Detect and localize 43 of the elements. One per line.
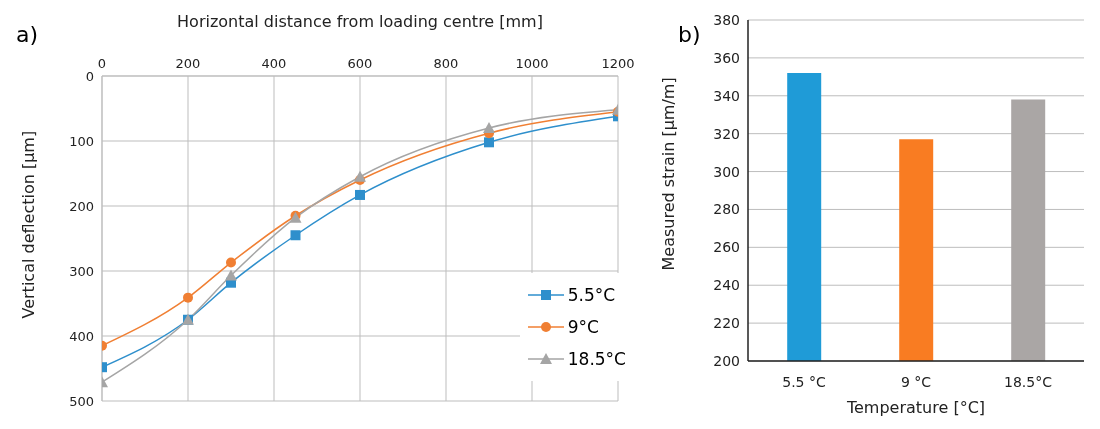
- y-tick-label: 200: [713, 352, 740, 369]
- y-axis-title: Measured strain [μm/m]: [658, 77, 678, 271]
- point: [183, 292, 193, 303]
- x-tick-label: 800: [433, 56, 459, 71]
- point: [355, 189, 365, 200]
- point: [483, 122, 495, 133]
- y-tick-label: 400: [69, 328, 94, 344]
- text: a): [16, 22, 39, 47]
- legend-label: 18.5°C: [567, 349, 626, 369]
- x-tick-label: 1200: [601, 56, 635, 71]
- x-axis-title: Temperature [°C]: [845, 398, 986, 417]
- y-tick-label: 200: [69, 198, 94, 214]
- point: [226, 257, 236, 268]
- y-tick-label: 260: [713, 239, 740, 256]
- x-axis-title: Horizontal distance from loading centre [mm]: [177, 12, 543, 32]
- x-tick-label: 5.5 °C: [782, 373, 826, 390]
- x-tick-label: 200: [175, 56, 201, 71]
- y-tick-label: 220: [713, 315, 740, 332]
- y-tick-label: 300: [69, 263, 94, 279]
- y-tick-label: 320: [713, 125, 740, 142]
- x-tick-label: 9 °C: [900, 373, 932, 390]
- x-tick-label: 1000: [515, 56, 549, 71]
- text: b): [678, 22, 701, 47]
- x-tick-label: 0: [97, 56, 107, 71]
- x-tick-label: 600: [347, 56, 373, 71]
- x-tick-label: 400: [261, 56, 287, 71]
- point: [225, 269, 237, 281]
- point: [290, 230, 301, 241]
- y-tick-label: 100: [69, 133, 94, 149]
- point: [354, 170, 366, 182]
- point: [484, 137, 494, 148]
- legend-label: 5.5°C: [567, 285, 616, 305]
- y-tick-label: 280: [713, 201, 740, 218]
- y-tick-label: 240: [713, 277, 740, 294]
- y-tick-label: 0: [85, 68, 94, 84]
- x-tick-label: 18.5°C: [1004, 373, 1053, 390]
- y-tick-label: 380: [713, 11, 740, 28]
- y-axis-title: Vertical deflection [μm]: [18, 130, 38, 319]
- y-tick-label: 340: [713, 87, 740, 104]
- y-tick-label: 300: [713, 163, 740, 180]
- legend-label: 9°C: [567, 317, 599, 337]
- y-tick-label: 500: [69, 393, 94, 409]
- y-tick-label: 360: [713, 49, 740, 66]
